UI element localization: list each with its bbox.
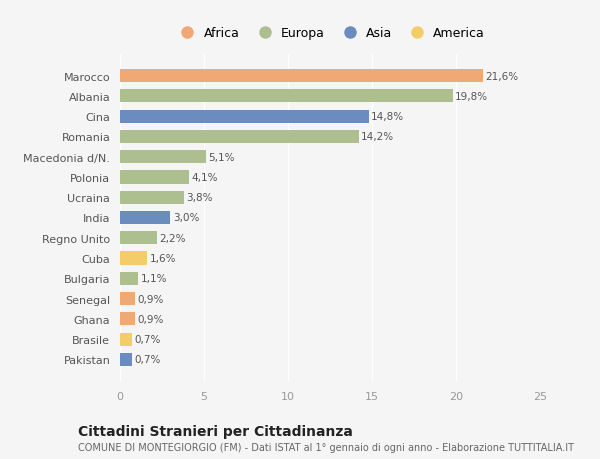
Bar [120, 151, 206, 164]
Bar [120, 212, 170, 224]
Text: 4,1%: 4,1% [191, 173, 218, 183]
Text: 14,2%: 14,2% [361, 132, 394, 142]
Bar [120, 191, 184, 204]
Bar [120, 70, 483, 83]
Text: 3,0%: 3,0% [173, 213, 199, 223]
Text: 3,8%: 3,8% [187, 193, 213, 203]
Bar [120, 232, 157, 245]
Text: 21,6%: 21,6% [485, 72, 518, 81]
Bar [120, 171, 189, 184]
Text: 19,8%: 19,8% [455, 92, 488, 102]
Bar [120, 292, 135, 306]
Text: 0,7%: 0,7% [134, 334, 161, 344]
Bar [120, 333, 132, 346]
Bar [120, 252, 147, 265]
Text: 0,7%: 0,7% [134, 355, 161, 364]
Bar [120, 272, 139, 285]
Bar [120, 353, 132, 366]
Bar [120, 110, 368, 123]
Text: 14,8%: 14,8% [371, 112, 404, 122]
Bar [120, 313, 135, 326]
Bar [120, 90, 452, 103]
Text: 0,9%: 0,9% [137, 314, 164, 324]
Bar [120, 130, 359, 144]
Legend: Africa, Europa, Asia, America: Africa, Europa, Asia, America [170, 22, 490, 45]
Text: COMUNE DI MONTEGIORGIO (FM) - Dati ISTAT al 1° gennaio di ogni anno - Elaborazio: COMUNE DI MONTEGIORGIO (FM) - Dati ISTAT… [78, 442, 574, 452]
Text: 5,1%: 5,1% [208, 152, 235, 162]
Text: 0,9%: 0,9% [137, 294, 164, 304]
Text: 1,1%: 1,1% [141, 274, 167, 284]
Text: 2,2%: 2,2% [160, 233, 186, 243]
Text: Cittadini Stranieri per Cittadinanza: Cittadini Stranieri per Cittadinanza [78, 425, 353, 438]
Text: 1,6%: 1,6% [149, 253, 176, 263]
